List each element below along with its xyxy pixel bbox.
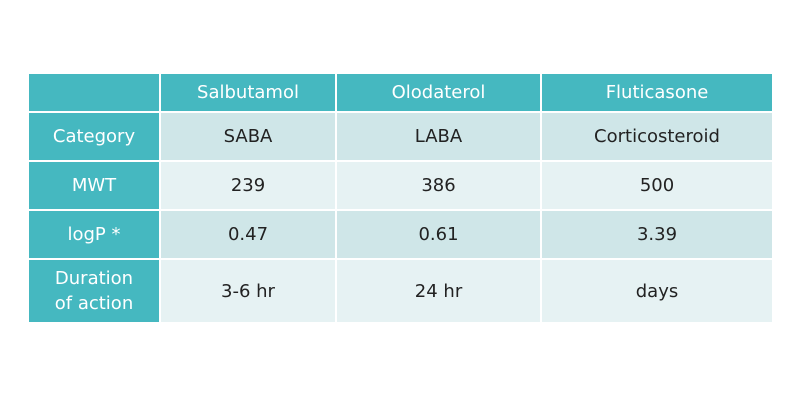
- column-header: Olodaterol: [337, 74, 540, 111]
- table-cell: Corticosteroid: [542, 113, 772, 160]
- table-row: Duration of action 3-6 hr 24 hr days: [29, 260, 772, 322]
- table-row: MWT 239 386 500: [29, 162, 772, 209]
- table-cell: 386: [337, 162, 540, 209]
- table-cell: LABA: [337, 113, 540, 160]
- row-label: MWT: [29, 162, 159, 209]
- table-cell: SABA: [161, 113, 335, 160]
- table-row: logP * 0.47 0.61 3.39: [29, 211, 772, 258]
- row-label: Category: [29, 113, 159, 160]
- column-header: Salbutamol: [161, 74, 335, 111]
- comparison-table: Salbutamol Olodaterol Fluticasone Category S…: [27, 72, 774, 324]
- table-cell: 239: [161, 162, 335, 209]
- row-label: Duration of action: [29, 260, 159, 322]
- table-cell: 24 hr: [337, 260, 540, 322]
- column-header: Fluticasone: [542, 74, 772, 111]
- table-cell: 0.47: [161, 211, 335, 258]
- header-row: Salbutamol Olodaterol Fluticasone: [29, 74, 772, 111]
- header-corner: [29, 74, 159, 111]
- table-cell: 500: [542, 162, 772, 209]
- table-cell: 3.39: [542, 211, 772, 258]
- table-row: Category SABA LABA Corticosteroid: [29, 113, 772, 160]
- row-label: logP *: [29, 211, 159, 258]
- table-cell: days: [542, 260, 772, 322]
- table-cell: 3-6 hr: [161, 260, 335, 322]
- table-cell: 0.61: [337, 211, 540, 258]
